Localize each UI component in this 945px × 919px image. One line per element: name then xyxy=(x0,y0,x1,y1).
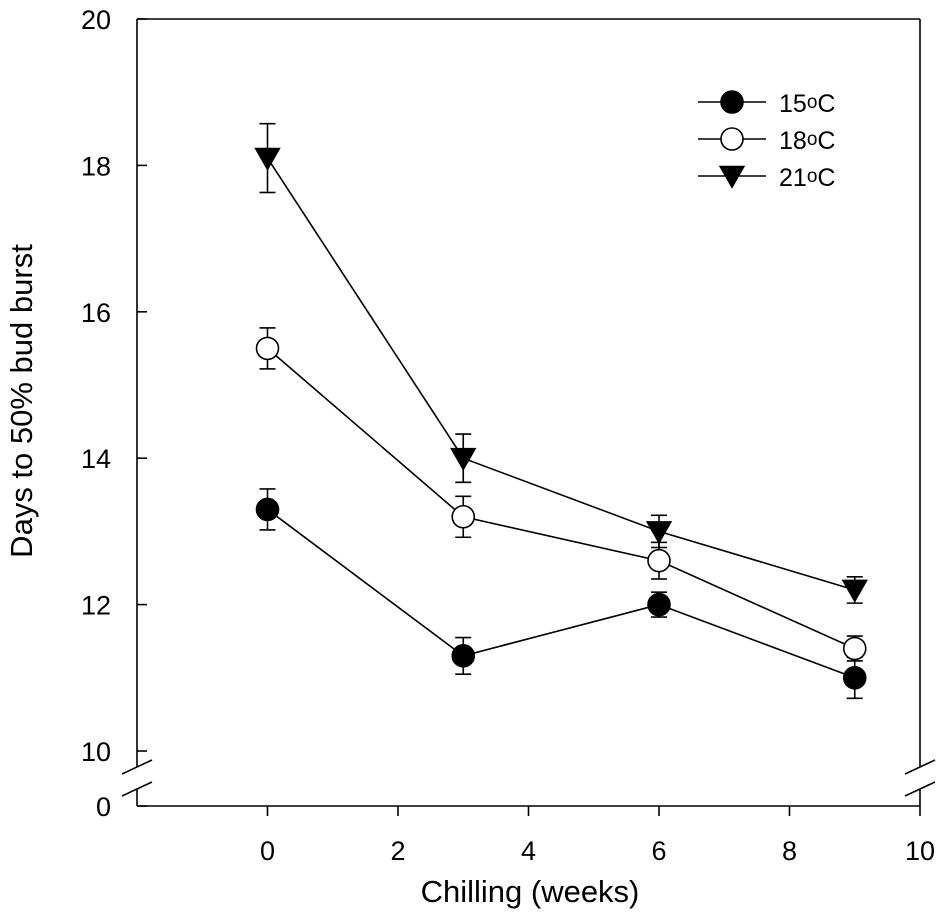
data-point-18 xyxy=(842,636,867,661)
legend-item-18: 18oC xyxy=(698,127,835,155)
data-point-15 xyxy=(451,644,476,668)
y-tick-label: 18 xyxy=(81,151,111,181)
legend-label-unit: o xyxy=(807,92,818,113)
series-layer xyxy=(254,122,868,700)
axis-break-mark-right xyxy=(904,759,936,775)
legend-label-unit: o xyxy=(807,166,818,187)
data-point-18 xyxy=(255,336,280,361)
legend-label-unit-c: C xyxy=(817,127,835,155)
axis-break-mark-left xyxy=(121,759,153,775)
y-tick-label: 0 xyxy=(96,792,111,822)
series-15 xyxy=(255,488,867,700)
data-point-18 xyxy=(647,548,671,573)
legend-label-value: 15 xyxy=(779,90,807,118)
data-point-15 xyxy=(255,497,280,522)
x-tick-label: 10 xyxy=(905,836,935,866)
axes: 0 10 12 14 16 18 20 0 2 4 6 8 10 xyxy=(81,5,936,866)
x-tick-label: 8 xyxy=(782,836,797,866)
data-point-21 xyxy=(645,521,673,545)
data-point-18 xyxy=(451,504,476,529)
legend-label-unit: o xyxy=(807,129,818,150)
legend-label: 21oC xyxy=(779,164,835,192)
y-tick-label: 16 xyxy=(81,298,111,328)
legend-label-unit-c: C xyxy=(817,90,835,118)
legend-marker xyxy=(718,165,746,189)
axis-break-mark-left xyxy=(121,781,153,797)
y-tick-label: 20 xyxy=(81,5,111,35)
series-line-15 xyxy=(267,508,856,679)
x-tick-label: 2 xyxy=(390,836,405,866)
legend-label-value: 18 xyxy=(779,127,807,155)
series-line-21 xyxy=(266,157,855,591)
series-line-18 xyxy=(266,347,856,650)
legend-label-unit-c: C xyxy=(817,164,835,192)
legend-label: 18oC xyxy=(779,127,835,155)
y-tick-label: 14 xyxy=(81,444,111,474)
legend-label-value: 21 xyxy=(779,164,807,192)
x-tick-label: 0 xyxy=(260,836,275,866)
data-point-21 xyxy=(841,579,868,603)
legend-marker xyxy=(720,127,744,151)
data-point-21 xyxy=(254,147,281,171)
legend-marker xyxy=(720,90,744,114)
axis-break-mark-right xyxy=(904,781,936,797)
x-tick-label: 6 xyxy=(651,836,666,866)
x-tick-label: 4 xyxy=(521,836,536,866)
legend-item-15: 15oC xyxy=(698,90,835,118)
data-point-21 xyxy=(450,447,477,472)
y-axis-title: Days to 50% bud burst xyxy=(4,244,39,558)
y-tick-label: 10 xyxy=(81,737,111,767)
data-point-15 xyxy=(647,592,671,617)
series-21 xyxy=(254,122,868,604)
data-point-15 xyxy=(842,665,867,690)
y-tick-label: 12 xyxy=(81,591,111,621)
legend-label: 15oC xyxy=(779,90,835,118)
x-axis-title: Chilling (weeks) xyxy=(421,874,640,909)
legend-item-21: 21oC xyxy=(698,164,835,192)
